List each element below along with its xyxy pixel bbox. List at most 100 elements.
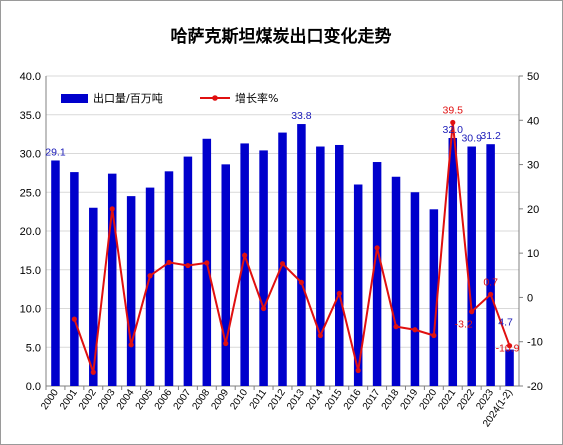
y-left-tick-label: 5.0 xyxy=(26,342,41,354)
y-left-tick-label: 30.0 xyxy=(20,149,41,161)
bar-data-label: 29.1 xyxy=(45,146,66,158)
line-point xyxy=(90,369,96,375)
bar xyxy=(126,196,136,386)
x-tick-label: 2014 xyxy=(304,387,326,412)
x-tick-label: 2010 xyxy=(228,387,250,412)
line-point xyxy=(317,332,323,339)
line-point xyxy=(128,342,134,348)
line-point xyxy=(71,316,77,322)
line-data-label: -10.9 xyxy=(496,343,520,355)
bar xyxy=(164,171,174,386)
x-tick-label: 2002 xyxy=(77,387,99,412)
line-point xyxy=(374,245,380,251)
bar xyxy=(391,176,401,386)
bar xyxy=(221,164,230,386)
y-left-tick-label: 25.0 xyxy=(20,187,41,199)
legend-swatch-bar xyxy=(61,94,88,103)
y-left-tick-label: 0.0 xyxy=(26,381,41,393)
legend-label-export: 出口量/百万吨 xyxy=(93,91,163,105)
line-point xyxy=(488,291,494,297)
y-left-tick-label: 10.0 xyxy=(20,304,41,316)
line-point xyxy=(147,273,153,279)
line-point xyxy=(412,327,418,333)
line-point xyxy=(223,340,229,347)
line-point xyxy=(166,259,172,266)
bar-data-label: 33.8 xyxy=(291,110,312,122)
y-right-tick-label: 20 xyxy=(527,204,539,216)
y-right-tick-label: 40 xyxy=(527,115,539,127)
y-left-tick-label: 35.0 xyxy=(20,110,41,122)
y-right-tick-label: -10 xyxy=(527,337,543,349)
bar xyxy=(410,192,420,386)
line-point xyxy=(469,309,475,315)
x-tick-label: 2013 xyxy=(285,387,307,412)
x-tick-label: 2018 xyxy=(380,387,402,412)
x-tick-label: 2004 xyxy=(115,387,137,412)
bar xyxy=(316,146,325,386)
line-point xyxy=(336,290,342,297)
x-tick-label: 2022 xyxy=(455,387,477,412)
bar xyxy=(505,349,514,386)
bar-data-label: 30.9 xyxy=(461,133,482,145)
x-tick-label: 2020 xyxy=(418,387,440,412)
bar xyxy=(297,124,306,387)
x-tick-label: 2005 xyxy=(134,387,156,412)
bar xyxy=(467,146,476,386)
bar-data-label: 4.7 xyxy=(498,317,513,329)
y-right-tick-label: 30 xyxy=(527,160,539,172)
line-point xyxy=(204,260,210,266)
y-right-tick-label: -20 xyxy=(527,381,543,393)
line-point xyxy=(260,305,267,312)
bar-data-label: 31.2 xyxy=(480,130,501,142)
legend: 出口量/百万吨 增长率% xyxy=(61,91,278,105)
line-data-label: 39.5 xyxy=(443,105,464,117)
bar xyxy=(448,138,458,386)
bar xyxy=(240,143,249,386)
y-right-tick-label: 50 xyxy=(527,71,539,83)
bar xyxy=(259,150,268,386)
x-tick-label: 2000 xyxy=(39,387,61,412)
bar-data-label: 32.0 xyxy=(443,124,464,136)
x-tick-label: 2021 xyxy=(436,387,458,412)
data-labels: 29.1 33.8 32.030.931.2 4.7 39.5 -3.2 0.7 -10.9 xyxy=(45,105,519,355)
y-right-tick-label: 10 xyxy=(527,248,539,260)
x-tick-label: 2012 xyxy=(266,387,288,412)
x-tick-label: 2011 xyxy=(248,387,270,411)
x-tick-label: 2016 xyxy=(342,387,364,412)
bar xyxy=(89,207,98,386)
line-point xyxy=(431,332,437,339)
y-right-tick-label: 0 xyxy=(527,292,533,304)
y-left-tick-label: 20.0 xyxy=(20,226,41,238)
bar-series xyxy=(51,124,514,387)
line-point xyxy=(279,261,286,267)
bar xyxy=(145,187,155,386)
y-left-tick-label: 40.0 xyxy=(20,71,41,83)
bar xyxy=(335,144,344,386)
line-series xyxy=(71,119,513,375)
bar xyxy=(353,184,363,386)
bar xyxy=(429,209,439,386)
x-tick-label: 2009 xyxy=(209,387,231,412)
line-point xyxy=(355,367,361,374)
line-point xyxy=(185,262,191,269)
legend-label-growth: 增长率% xyxy=(235,91,278,105)
growth-line xyxy=(73,122,511,373)
line-point xyxy=(242,252,248,258)
x-tick-label: 2019 xyxy=(399,387,421,412)
bar xyxy=(278,132,287,386)
bar xyxy=(486,144,495,386)
chart-title: 哈萨克斯坦煤炭出口变化走势 xyxy=(171,26,392,47)
bar xyxy=(107,173,117,386)
line-point xyxy=(298,279,305,285)
bar xyxy=(70,172,79,386)
x-tick-label: 2008 xyxy=(191,387,213,412)
x-tick-label: 2007 xyxy=(172,387,194,412)
bar xyxy=(372,162,382,386)
x-tick-label: 2003 xyxy=(96,387,118,412)
y-left-tick-label: 15.0 xyxy=(20,265,41,277)
x-tick-label: 2017 xyxy=(361,387,383,412)
x-tick-label: 2006 xyxy=(153,387,175,412)
line-point xyxy=(109,206,115,212)
line-data-label: -3.2 xyxy=(455,319,473,331)
